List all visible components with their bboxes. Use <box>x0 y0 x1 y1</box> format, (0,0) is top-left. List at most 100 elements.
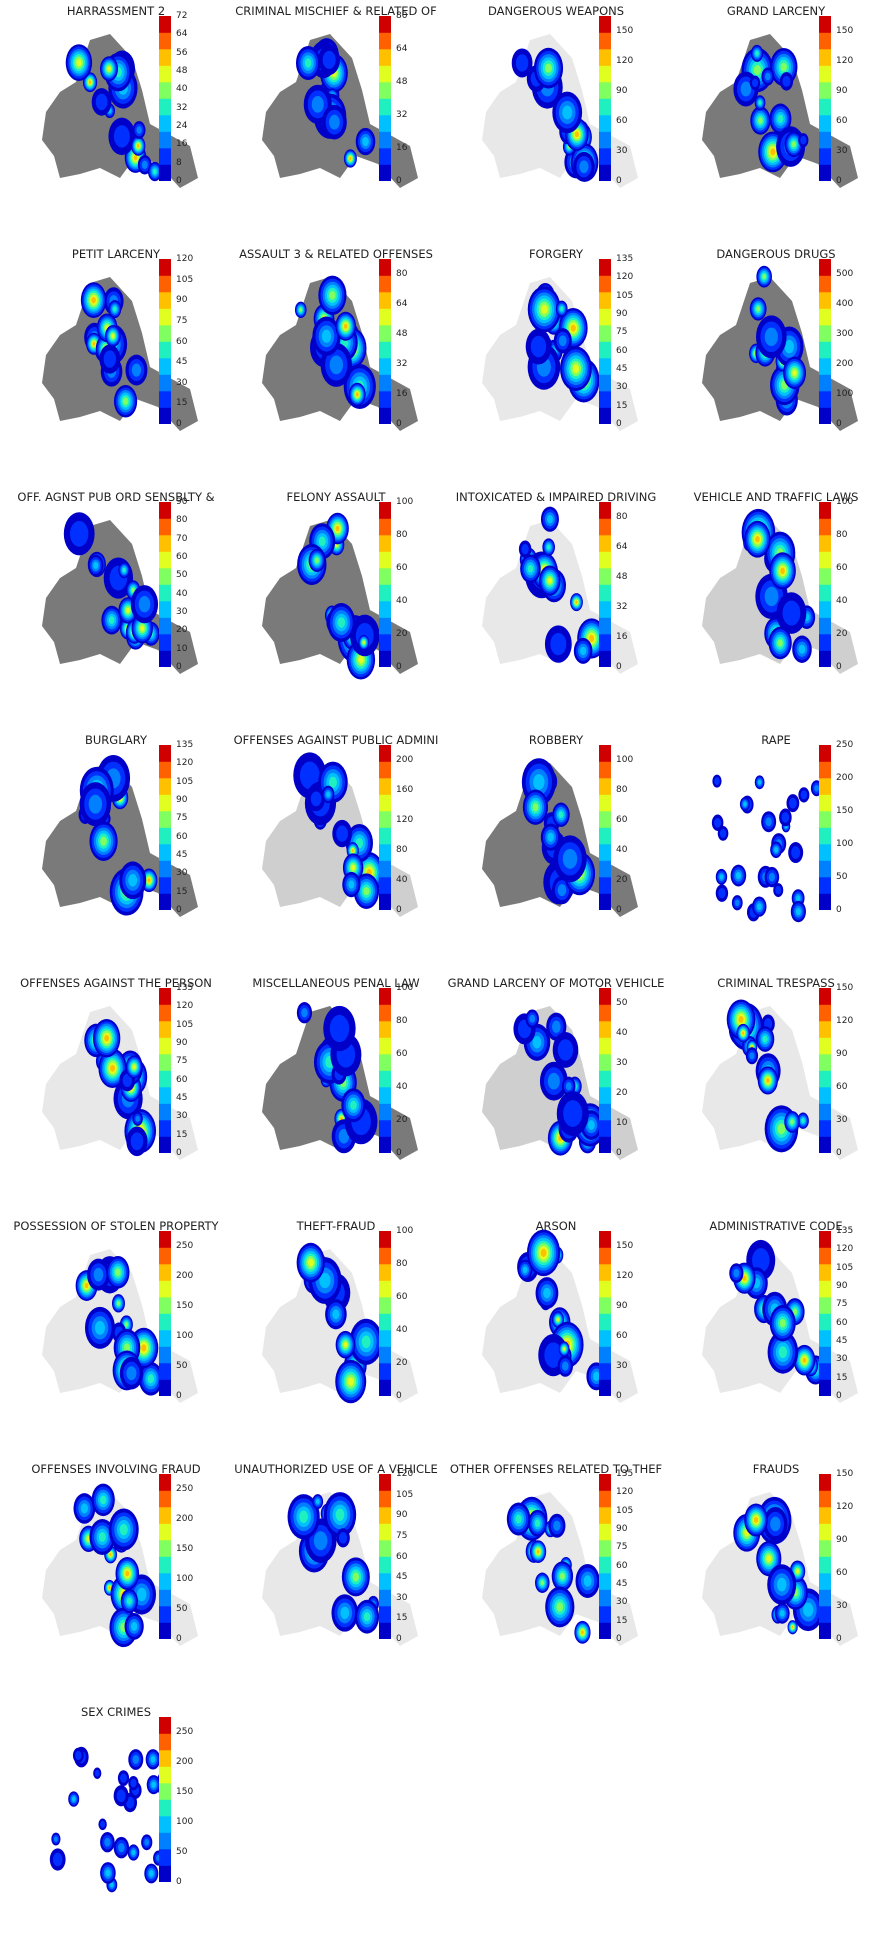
panel-title: OFFENSES AGAINST THE PERSON <box>20 976 212 990</box>
colorbar-tick-label: 80 <box>396 1259 408 1269</box>
colorbar-segment <box>159 860 171 878</box>
hotspot-contour <box>105 1869 111 1877</box>
colorbar-segment <box>819 1004 831 1022</box>
colorbar-segment <box>379 374 391 392</box>
colorbar-segment <box>599 131 611 149</box>
colorbar-segment <box>599 988 611 1005</box>
colorbar-segment <box>379 518 391 536</box>
colorbar-segment <box>599 1540 611 1557</box>
hotspot-contour <box>547 832 554 842</box>
hotspot-contour <box>115 1268 121 1277</box>
colorbar-tick-label: 0 <box>396 1634 402 1644</box>
hotspot-contour <box>791 1626 794 1629</box>
hotspot-contour <box>125 1570 130 1577</box>
colorbar-segment <box>819 634 831 651</box>
colorbar-segment <box>379 32 391 50</box>
colorbar-segment <box>379 1103 391 1121</box>
hotspot-contour <box>540 304 548 314</box>
colorbar-segment <box>159 761 171 779</box>
colorbar-tick-label: 90 <box>836 86 848 96</box>
panel-title: FRAUDS <box>752 1462 800 1476</box>
hotspot-contour <box>782 75 791 87</box>
colorbar-tick-label: 200 <box>396 755 414 765</box>
colorbar-tick-label: 120 <box>836 56 854 66</box>
hotspot-contour <box>88 794 103 814</box>
colorbar-segment <box>379 1490 391 1508</box>
colorbar-segment <box>599 1363 611 1380</box>
colorbar-segment <box>599 1037 611 1055</box>
hotspot-contour <box>76 58 82 67</box>
heatmap-panel: VEHICLE AND TRAFFIC LAWS 0 20 40 60 80 100 <box>660 486 880 729</box>
colorbar-segment <box>819 1280 831 1298</box>
colorbar <box>599 502 611 667</box>
hotspot-contour <box>138 596 151 613</box>
hotspot-contour <box>522 1266 528 1274</box>
hotspot-contour <box>751 78 759 88</box>
colorbar-tick-label: 20 <box>396 1358 408 1368</box>
colorbar-segment <box>159 568 171 585</box>
hotspot-contour <box>587 1120 595 1130</box>
colorbar-segment <box>599 1004 611 1022</box>
heatmap-panel: THEFT-FRAUD 0 20 40 60 80 100 <box>220 1215 440 1458</box>
colorbar-tick-label: 105 <box>836 1262 854 1273</box>
hotspot-contour <box>741 1031 745 1035</box>
colorbar-segment <box>159 98 171 116</box>
colorbar-segment <box>819 827 831 845</box>
hotspot-contour <box>796 1569 800 1574</box>
heatmap-panel: RAPE 0 50 100 150 200 250 <box>660 729 880 972</box>
colorbar-segment <box>599 292 611 309</box>
hotspot-contour <box>351 864 356 871</box>
hotspot-contour <box>338 1532 348 1544</box>
colorbar-tick-label: 10 <box>616 1118 628 1128</box>
colorbar-segment <box>819 650 831 667</box>
hotspot-contour <box>766 1555 772 1563</box>
colorbar-tick-label: 150 <box>836 1469 854 1479</box>
hotspot-contour <box>740 81 752 97</box>
colorbar-segment <box>379 601 391 618</box>
hotspot-contour <box>100 1495 107 1505</box>
colorbar-segment <box>599 259 611 276</box>
colorbar-tick-label: 100 <box>176 1817 194 1827</box>
colorbar-tick-label: 90 <box>836 1049 848 1059</box>
colorbar-segment <box>159 877 171 894</box>
colorbar-segment <box>159 1247 171 1265</box>
colorbar-segment <box>379 65 391 83</box>
hotspot-contour <box>94 1769 100 1777</box>
hotspot-contour <box>560 306 564 311</box>
colorbar-tick-label: 80 <box>396 530 408 540</box>
heatmap-panel: FRAUDS 0 30 60 90 120 150 <box>660 1458 880 1701</box>
colorbar-tick-label: 0 <box>836 1148 842 1158</box>
colorbar-segment <box>599 844 611 861</box>
hotspot-contour <box>321 329 332 343</box>
colorbar-segment <box>159 1280 171 1298</box>
colorbar <box>599 1231 611 1396</box>
hotspot-contour <box>337 617 346 628</box>
hotspot-contour <box>107 66 111 72</box>
colorbar-tick-label: 64 <box>176 29 188 40</box>
hotspot-contour <box>796 895 801 902</box>
colorbar-tick-label: 90 <box>176 1038 188 1048</box>
colorbar-segment <box>599 49 611 66</box>
colorbar <box>379 988 391 1153</box>
hotspot-contour <box>150 1755 156 1763</box>
colorbar-segment <box>599 1589 611 1607</box>
hotspot-contour <box>766 1077 770 1083</box>
colorbar-segment <box>819 1231 831 1248</box>
hotspot-contour <box>778 1346 788 1359</box>
colorbar-segment <box>159 1363 171 1380</box>
colorbar-segment <box>599 1523 611 1541</box>
hotspot-contour <box>765 72 771 81</box>
colorbar-tick-label: 90 <box>616 309 628 319</box>
colorbar-tick-label: 100 <box>836 497 854 507</box>
hotspot-contour <box>788 797 797 809</box>
colorbar-tick-label: 48 <box>396 77 408 87</box>
colorbar-tick-label: 15 <box>396 1613 408 1624</box>
colorbar-segment <box>159 988 171 1005</box>
colorbar <box>819 259 831 424</box>
colorbar <box>819 502 831 667</box>
colorbar-tick-label: 48 <box>616 572 628 582</box>
colorbar-segment <box>599 811 611 828</box>
colorbar-tick-label: 32 <box>616 602 628 612</box>
colorbar-segment <box>159 1507 171 1524</box>
panel-title: OFFENSES AGAINST PUBLIC ADMINI <box>233 733 439 747</box>
